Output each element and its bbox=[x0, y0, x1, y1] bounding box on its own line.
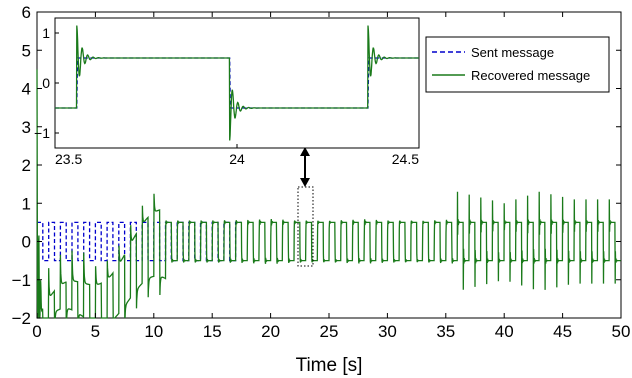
series-line-recovered-message bbox=[36, 69, 621, 319]
x-tick-label: 45 bbox=[553, 322, 572, 341]
y-tick-label: 5 bbox=[22, 41, 31, 60]
inset-y-tick-label: 1 bbox=[42, 25, 50, 41]
y-tick-label: 0 bbox=[22, 233, 31, 252]
inset-x-tick-label: 24 bbox=[229, 151, 245, 167]
legend-label-recovered: Recovered message bbox=[471, 68, 590, 83]
x-tick-label: 0 bbox=[32, 322, 41, 341]
zoom-region-marker bbox=[297, 186, 314, 267]
x-tick-label: 10 bbox=[144, 322, 163, 341]
legend-box bbox=[425, 36, 610, 93]
inset-line-recovered-message bbox=[55, 25, 419, 141]
y-tick-label: −1 bbox=[12, 271, 31, 290]
y-tick-label: 6 bbox=[22, 3, 31, 22]
inset-x-tick-label: 23.5 bbox=[55, 151, 82, 167]
inset-series-group bbox=[55, 25, 419, 141]
y-tick-label: 3 bbox=[22, 118, 31, 137]
x-tick-label: 35 bbox=[436, 322, 455, 341]
y-tick-label: −2 bbox=[12, 309, 31, 328]
zoom-double-arrow bbox=[300, 147, 310, 187]
legend-label-sent: Sent message bbox=[471, 45, 554, 60]
y-tick-label: 4 bbox=[22, 80, 31, 99]
x-tick-label: 50 bbox=[612, 322, 631, 341]
x-tick-label: 5 bbox=[91, 322, 100, 341]
inset-y-tick-label: −1 bbox=[34, 125, 50, 141]
x-tick-label: 15 bbox=[203, 322, 222, 341]
x-axis-title: Time [s] bbox=[296, 355, 363, 376]
y-tick-label: 2 bbox=[22, 156, 31, 175]
y-tick-label: 1 bbox=[22, 194, 31, 213]
inset-tick-group: 23.5 24 24.5 −1 0 1 bbox=[34, 25, 420, 167]
inset-x-tick-label: 24.5 bbox=[392, 151, 419, 167]
x-tick-label: 25 bbox=[320, 322, 339, 341]
legend: Sent message Recovered message bbox=[425, 36, 610, 93]
x-tick-label: 30 bbox=[378, 322, 397, 341]
inset-plot-frame bbox=[54, 17, 420, 149]
x-tick-label: 20 bbox=[261, 322, 280, 341]
inset-y-tick-label: 0 bbox=[42, 75, 50, 91]
x-tick-label: 40 bbox=[495, 322, 514, 341]
main-series-group bbox=[36, 69, 621, 319]
